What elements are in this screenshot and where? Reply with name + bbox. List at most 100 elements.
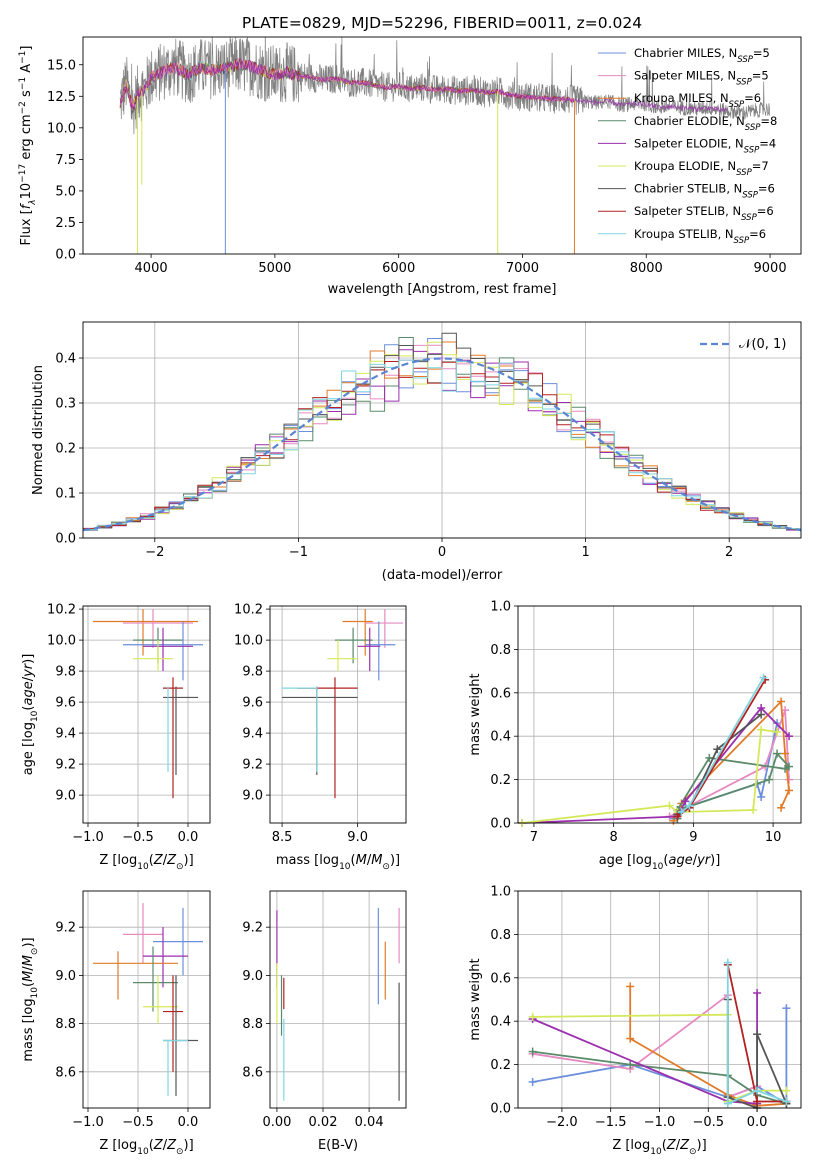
- label-part: f: [19, 202, 34, 209]
- legend-tail: =7: [752, 159, 769, 173]
- y-tick-label: 9.2: [242, 758, 263, 773]
- legend-tail: =6: [758, 182, 775, 196]
- y-tick-label: 0.1: [55, 487, 76, 502]
- label-part: 10: [30, 987, 40, 999]
- legend-sub: SSP: [741, 213, 757, 223]
- mass-vs-Z-ylabel: mass [log10(M/M⊙)]: [21, 937, 40, 1061]
- label-part: (: [663, 853, 668, 868]
- legend-tail: =6: [757, 204, 774, 218]
- y-tick-label: 0.0: [490, 1102, 511, 1117]
- y-tick-label: 0.4: [490, 1015, 511, 1030]
- label-part: /: [21, 966, 36, 971]
- x-tick-label: 0: [438, 545, 446, 560]
- residual-plot: [83, 332, 801, 533]
- label-part: yr: [21, 662, 36, 678]
- legend-sub: SSP: [736, 78, 752, 88]
- y-tick-label: 9.0: [55, 789, 76, 804]
- mass-vs-Z-xlabel: Z [log10(Z/Z⊙)]: [99, 1138, 193, 1157]
- label-part: (: [662, 1138, 667, 1153]
- legend-tail: =5: [753, 46, 770, 60]
- residual-histogram-line: [83, 341, 801, 532]
- axes-frame: [517, 890, 802, 1109]
- residual-legend: 𝒩(0, 1): [700, 337, 786, 352]
- x-tick-label: 5000: [258, 261, 291, 276]
- label-part: M: [356, 853, 367, 868]
- weight-vs-Z-xlabel: Z [log10(Z/Z⊙)]: [612, 1138, 706, 1157]
- label-part: )]: [184, 1138, 194, 1153]
- model-spectrum-line: [119, 59, 575, 115]
- label-part: M: [371, 853, 382, 868]
- label-part: Z: [153, 853, 164, 868]
- legend-sub: SSP: [737, 55, 753, 65]
- label-part: Z: [679, 1138, 690, 1153]
- legend-label: Salpeter MILES, N: [634, 69, 736, 83]
- x-tick-label: −0.5: [693, 1115, 725, 1130]
- y-tick-label: 9.2: [242, 921, 263, 936]
- label-part: age [log: [21, 722, 36, 775]
- residual-histogram-line: [83, 359, 801, 532]
- weight-vs-age-plot: [517, 673, 794, 827]
- legend-label: Salpeter STELIB, N: [634, 204, 741, 218]
- y-tick-label: 10.2: [47, 603, 76, 618]
- legend-label: Chabrier MILES, N: [634, 46, 737, 60]
- x-tick-label: −1.0: [644, 1115, 676, 1130]
- legend-label: Kroupa STELIB, N: [634, 227, 734, 241]
- x-tick-label: 9.0: [347, 830, 368, 845]
- y-tick-label: 0.6: [490, 686, 511, 701]
- weight-vs-Z-axes: −2.0 −1.5 −1.0 −0.5 0.0 0.0 0.2 0.4 0.6 0.8 1.0 Z […: [468, 885, 802, 1157]
- residuals-axes: −2 −1 0 1 2 0.0 0.1 0.2 0.3 0.4 (data-model)/error…: [31, 321, 802, 583]
- label-part: −1: [18, 77, 28, 90]
- label-part: 10: [339, 862, 351, 872]
- axes-frame: [517, 605, 802, 824]
- y-tick-label: 9.2: [55, 758, 76, 773]
- legend-sub: SSP: [745, 123, 761, 133]
- age-vs-Z-plot: [93, 609, 203, 799]
- x-tick-label: −2.0: [546, 1115, 578, 1130]
- age-vs-mass-plot: [282, 609, 403, 799]
- y-tick-label: 10.2: [234, 603, 263, 618]
- y-tick-label: 0.3: [55, 397, 76, 412]
- label-part: 10: [650, 1147, 662, 1157]
- weight-vs-age-xlabel: age [log10(age/yr)]: [599, 853, 721, 872]
- y-tick-label: 8.8: [242, 1017, 263, 1032]
- legend-label: Kroupa MILES, N: [634, 91, 729, 105]
- label-part: 10: [30, 710, 40, 722]
- legend-label: Salpeter ELODIE, N: [634, 136, 744, 150]
- legend-entry: Salpeter ELODIE, NSSP=4: [634, 136, 776, 155]
- spectrum-ylabel: Flux [fλ10−17 erg cm−2 s−1 A−1]: [18, 46, 38, 246]
- x-tick-label: 8000: [630, 261, 663, 276]
- x-tick-label: 10: [765, 830, 782, 845]
- legend-tail: =4: [759, 136, 776, 150]
- label-part: )]: [21, 937, 36, 947]
- label-part: )]: [710, 853, 720, 868]
- y-tick-label: 9.8: [55, 665, 76, 680]
- axes-frame: [269, 605, 407, 824]
- label-part: 10: [652, 862, 664, 872]
- legend-sub: SSP: [729, 100, 745, 110]
- label-part: Z [log: [99, 1138, 137, 1153]
- label-part: Z: [153, 1138, 164, 1153]
- legend-sub: SSP: [742, 191, 758, 201]
- y-tick-label: 0.0: [55, 532, 76, 547]
- label-part: (: [21, 706, 36, 711]
- y-tick-label: 9.0: [55, 969, 76, 984]
- x-tick-label: 2: [725, 545, 733, 560]
- y-tick-label: 9.6: [55, 696, 76, 711]
- gaussian-curve: [83, 357, 801, 532]
- legend-tail: =8: [760, 114, 777, 128]
- y-tick-label: 2.5: [55, 216, 76, 231]
- axes-frame: [82, 890, 211, 1109]
- label-part: 10: [19, 183, 34, 200]
- label-part: (: [149, 1138, 154, 1153]
- y-tick-label: 0.2: [490, 1058, 511, 1073]
- spectrum-axes: 4000 5000 6000 7000 8000 9000 0.0 2.5 5.0 7.5 10.0…: [18, 14, 802, 297]
- label-part: /: [21, 676, 36, 681]
- y-tick-label: 15.0: [47, 58, 76, 73]
- age-vs-mass-axes: 8.5 9.0 9.0 9.2 9.4 9.6 9.8 10.0 10.2 mass [log10…: [234, 603, 407, 872]
- x-tick-label: −1.0: [72, 830, 104, 845]
- y-tick-label: 0.8: [490, 928, 511, 943]
- label-part: M: [21, 955, 36, 966]
- label-part: ⊙: [176, 862, 184, 872]
